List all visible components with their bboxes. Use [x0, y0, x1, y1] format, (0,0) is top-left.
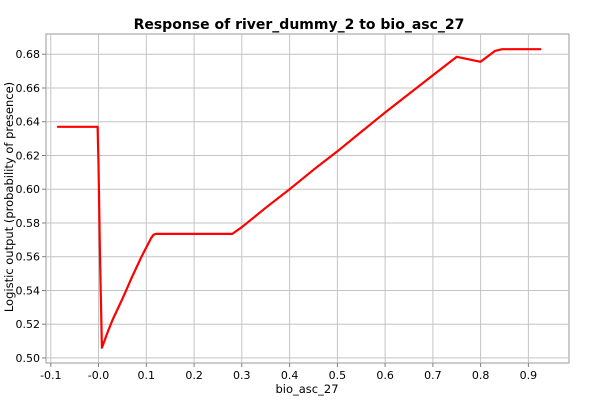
- y-tick-label: 0.58: [16, 217, 41, 230]
- y-tick-label: 0.52: [16, 318, 41, 331]
- y-tick-label: 0.54: [16, 285, 41, 298]
- axes: -0.1 -0.0 0.1 0.2 0.3 0.4 0.5 0.6 0.7 0.8 0.9 0.50 0…: [16, 48, 538, 382]
- x-tick-label: 0.7: [424, 369, 442, 382]
- y-tick-label: 0.50: [16, 352, 41, 365]
- x-tick-label: 0.9: [520, 369, 538, 382]
- response-curve-line: [56, 48, 542, 349]
- y-axis-label: Logistic output (probability of presence…: [2, 82, 16, 312]
- plot-area: [45, 33, 570, 364]
- grid-lines: [46, 34, 569, 363]
- y-tick-label: 0.60: [16, 183, 41, 196]
- x-tick-label: -0.1: [40, 369, 61, 382]
- x-tick-label: -0.0: [88, 369, 109, 382]
- series-layer: [56, 48, 542, 349]
- y-tick-label: 0.62: [16, 150, 41, 163]
- x-tick-label: 0.2: [185, 369, 203, 382]
- x-tick-label: 0.5: [329, 369, 347, 382]
- x-axis-label: bio_asc_27: [275, 382, 338, 396]
- y-tick-label: 0.68: [16, 48, 41, 61]
- x-tick-label: 0.1: [138, 369, 156, 382]
- x-tick-label: 0.6: [376, 369, 394, 382]
- y-tick-label: 0.56: [16, 251, 41, 264]
- x-tick-label: 0.3: [233, 369, 251, 382]
- chart-title: Response of river_dummy_2 to bio_asc_27: [134, 17, 465, 33]
- y-tick-label: 0.64: [16, 116, 41, 129]
- x-tick-label: 0.8: [472, 369, 490, 382]
- y-tick-label: 0.66: [16, 82, 41, 95]
- x-tick-label: 0.4: [281, 369, 299, 382]
